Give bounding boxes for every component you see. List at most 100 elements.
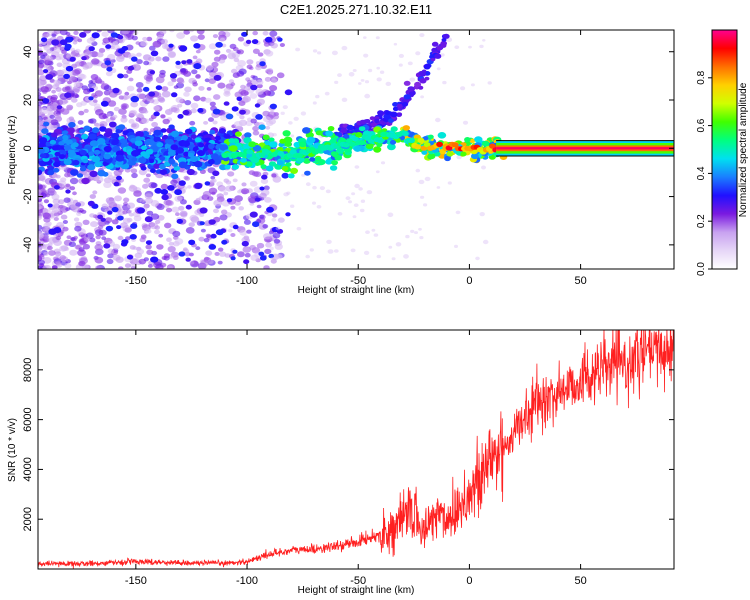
spectrogram-point [123, 65, 130, 70]
spectrogram-point [230, 205, 236, 210]
spectrogram-point [209, 179, 215, 184]
spectrogram-point [282, 130, 291, 137]
spectrogram-point [38, 174, 46, 181]
spectrogram-point [180, 68, 187, 73]
spectrogram-point [168, 241, 174, 246]
spectrogram-point [405, 234, 410, 239]
spectrogram-point [106, 66, 113, 72]
y-tick-label: 20 [22, 94, 34, 106]
spectrogram-point [42, 52, 48, 57]
spectrogram-point [127, 202, 135, 209]
spectrogram-point [213, 199, 223, 207]
spectrogram-point [238, 68, 247, 75]
spectrogram-point [45, 142, 52, 147]
chart-title: C2E1.2025.271.10.32.E11 [280, 2, 432, 17]
spectrogram-point [481, 140, 490, 147]
spectrogram-point [248, 141, 257, 148]
spectrogram-point [117, 215, 124, 221]
spectrogram-point [38, 62, 45, 69]
spectrogram-point [105, 71, 113, 77]
spectrogram-point [206, 65, 214, 71]
spectrogram-point [462, 120, 469, 125]
spectrogram-point [238, 100, 246, 106]
spectrogram-point [100, 217, 106, 222]
spectrogram-point [151, 121, 159, 128]
spectrogram-point [124, 227, 132, 233]
spectrogram-point [243, 137, 252, 144]
spectrogram-point [271, 78, 278, 83]
spectrogram-point [54, 151, 61, 157]
spectrogram-point [269, 141, 278, 148]
spectrogram-point [77, 120, 84, 125]
spectrogram-point [300, 111, 307, 116]
spectrogram-point [140, 40, 148, 47]
spectrogram-point [168, 43, 174, 48]
spectrogram-point [482, 39, 486, 42]
spectrogram-point [160, 114, 166, 119]
spectrogram-point [60, 108, 70, 115]
spectrogram-point [454, 244, 458, 248]
spectrogram-point [234, 131, 242, 137]
spectrogram-point [239, 115, 245, 120]
spectrogram-point [420, 95, 424, 99]
spectrogram-point [230, 82, 236, 87]
spectrogram-point [217, 82, 226, 89]
spectrogram-point [415, 51, 421, 56]
spectrogram-point [112, 87, 120, 94]
spectrogram-point [345, 196, 351, 201]
spectrogram-point [200, 228, 206, 233]
spectrogram-point [56, 62, 63, 68]
spectrogram-point [224, 164, 231, 170]
spectrogram-point [91, 32, 100, 39]
x-tick-label: 0 [466, 275, 472, 287]
spectrogram-point [271, 218, 277, 222]
spectrogram-point [38, 189, 42, 195]
spectrogram-point [150, 50, 159, 57]
spectrogram-point [329, 138, 337, 144]
spectrogram-point [97, 225, 104, 230]
spectrogram-point [38, 119, 43, 125]
spectrogram-point [424, 76, 430, 81]
spectrogram-point [342, 142, 350, 148]
spectrogram-x-label: Height of straight line (km) [298, 285, 415, 296]
spectrogram-point [69, 177, 79, 185]
spectrogram-point [178, 180, 186, 186]
spectrogram-point [464, 137, 471, 143]
spectrogram-point [134, 252, 143, 259]
spectrogram-point [141, 145, 147, 150]
spectrogram-point [189, 214, 199, 222]
spectrogram-point [327, 126, 335, 132]
spectrogram-point [25, 128, 33, 134]
spectrogram-point [143, 177, 151, 183]
spectrogram-point [212, 170, 220, 177]
spectrogram-point [95, 176, 104, 183]
spectrogram-point [198, 236, 205, 242]
spectrogram-point [223, 133, 231, 139]
spectrogram-point [154, 225, 160, 230]
spectrogram-point [136, 52, 142, 57]
spectrogram-point [280, 111, 285, 116]
spectrogram-point [430, 57, 436, 62]
spectrogram-point [359, 208, 365, 213]
spectrogram-point [112, 114, 118, 119]
spectrogram-point [131, 157, 138, 162]
spectrogram-point [360, 199, 366, 203]
spectrogram-point [58, 154, 66, 160]
spectrogram-point [104, 217, 113, 224]
spectrogram-point [252, 145, 262, 152]
spectrogram-point [96, 52, 104, 58]
spectrogram-point [214, 49, 221, 55]
spectrogram-point [260, 164, 267, 170]
spectrogram-point [385, 81, 392, 86]
spectrogram-point [107, 100, 117, 107]
spectrogram-point [209, 129, 216, 135]
spectrogram-point [159, 169, 168, 176]
spectrogram-point [225, 180, 232, 185]
snr-x-ticks: -150 -100 -50 0 50 [125, 330, 587, 587]
spectrogram-point [66, 70, 74, 76]
spectrogram-point [128, 119, 135, 124]
colorbar-tick-label: 0.4 [696, 166, 707, 180]
spectrogram-point [42, 212, 52, 220]
x-tick-label: -150 [125, 575, 147, 587]
spectrogram-point [65, 31, 71, 36]
